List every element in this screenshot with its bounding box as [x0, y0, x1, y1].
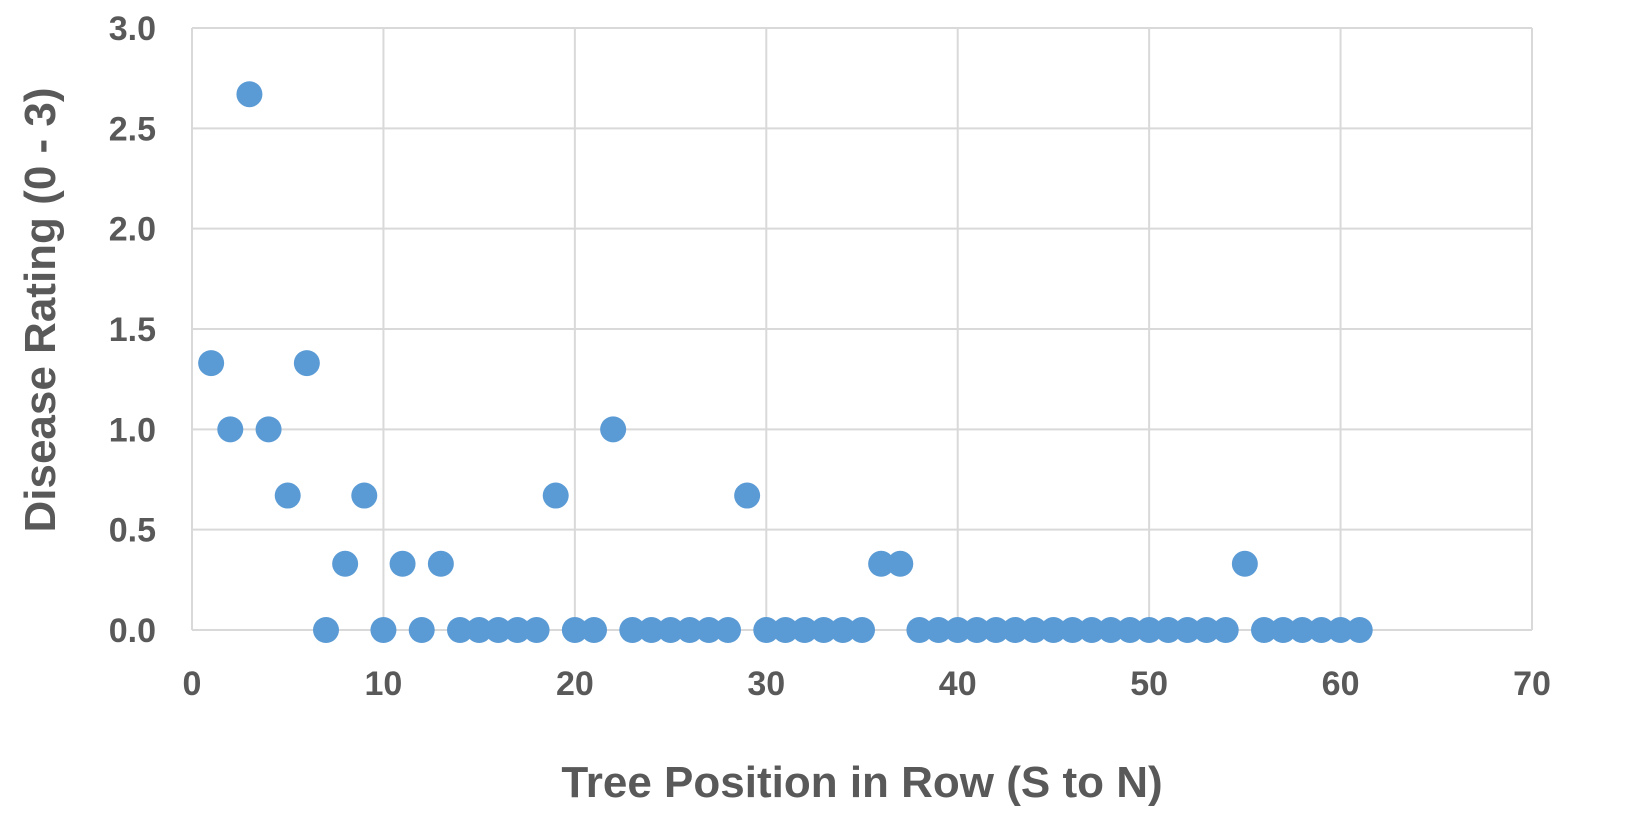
data-point [1346, 617, 1373, 643]
y-tick-label: 2.5 [109, 110, 156, 148]
data-point [217, 416, 244, 443]
x-tick-label: 40 [939, 665, 977, 703]
data-point [1174, 617, 1201, 643]
data-point [772, 617, 799, 643]
data-point [753, 617, 780, 643]
x-tick-label: 60 [1322, 665, 1360, 703]
data-point [504, 617, 531, 643]
data-point [695, 617, 722, 643]
data-point [408, 617, 435, 643]
data-point [370, 617, 397, 643]
data-point [198, 350, 225, 377]
data-point [600, 416, 627, 443]
data-point [963, 617, 990, 643]
x-axis-tick-labels: 0 10 20 30 40 50 60 70 [183, 665, 1551, 703]
data-point [485, 617, 512, 643]
data-points [198, 81, 1373, 643]
gridlines [191, 27, 1533, 631]
data-point [332, 550, 359, 577]
data-point [542, 482, 569, 509]
data-point [1078, 617, 1105, 643]
data-point [791, 617, 818, 643]
data-point [389, 550, 416, 577]
data-point [1002, 617, 1029, 643]
y-tick-label: 0.0 [109, 612, 156, 650]
data-point [427, 550, 454, 577]
data-point [1308, 617, 1335, 643]
data-point [1117, 617, 1143, 643]
data-point [925, 617, 952, 643]
y-tick-label: 1.0 [109, 411, 156, 449]
y-tick-label: 1.5 [109, 311, 156, 349]
data-point [734, 482, 761, 509]
data-point [561, 617, 588, 643]
y-tick-label: 3.0 [109, 10, 156, 48]
data-point [255, 416, 282, 443]
data-point [351, 482, 378, 509]
data-point [581, 617, 607, 643]
data-point [1097, 617, 1124, 643]
data-point [1212, 617, 1239, 643]
data-point [810, 617, 837, 643]
x-tick-label: 10 [365, 665, 403, 703]
data-point [1059, 617, 1086, 643]
y-axis-tick-labels: 0.0 0.5 1.0 1.5 2.0 2.5 3.0 [109, 10, 156, 650]
data-point [523, 617, 550, 643]
data-point [236, 81, 263, 108]
data-point [657, 617, 684, 643]
data-point [1270, 617, 1297, 643]
data-point [849, 617, 875, 643]
x-tick-label: 30 [747, 665, 785, 703]
data-point [1193, 617, 1220, 643]
data-point [447, 617, 473, 643]
data-point [868, 550, 895, 577]
data-point [983, 617, 1009, 643]
data-point [1251, 617, 1277, 643]
data-point [1136, 617, 1163, 643]
y-tick-label: 0.5 [109, 512, 156, 550]
data-point [1021, 617, 1048, 643]
x-tick-label: 20 [556, 665, 594, 703]
data-point [293, 350, 320, 377]
data-point [274, 482, 301, 509]
data-point [313, 617, 339, 643]
data-point [1289, 617, 1316, 643]
x-tick-label: 70 [1513, 665, 1551, 703]
data-point [906, 617, 933, 643]
data-point [944, 617, 971, 643]
x-tick-label: 0 [183, 665, 202, 703]
y-tick-label: 2.0 [109, 211, 156, 249]
x-tick-label: 50 [1130, 665, 1168, 703]
x-axis-title: Tree Position in Row (S to N) [561, 758, 1162, 807]
data-point [715, 617, 741, 643]
data-point [1155, 617, 1182, 643]
data-point [887, 550, 914, 577]
data-point [619, 617, 646, 643]
data-point [1327, 617, 1354, 643]
data-point [1040, 617, 1067, 643]
data-point [1231, 550, 1258, 577]
data-point [676, 617, 703, 643]
data-point [466, 617, 493, 643]
data-point [829, 617, 856, 643]
data-point [638, 617, 665, 643]
y-axis-title: Disease Rating (0 - 3) [16, 87, 65, 532]
